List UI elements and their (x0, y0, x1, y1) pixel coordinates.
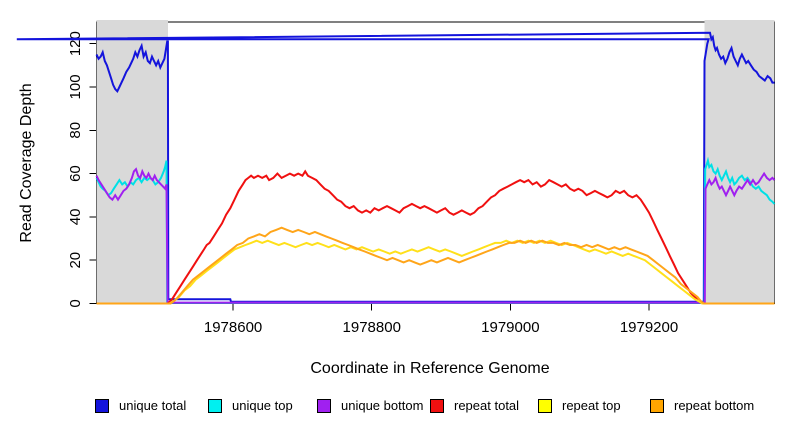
legend-label: repeat bottom (674, 398, 755, 413)
legend-item-unique-top: unique top (208, 399, 293, 413)
x-tick-label: 1979000 (481, 319, 539, 336)
y-tick-label: 20 (67, 252, 84, 269)
legend-label: unique top (232, 398, 293, 413)
legend-label: unique bottom (341, 398, 424, 413)
y-tick-label: 80 (67, 122, 84, 139)
series-line-repeat-total (96, 169, 775, 305)
legend-item-repeat-total: repeat total (430, 399, 519, 413)
series-line-repeat-top (96, 239, 775, 305)
x-tick-label: 1978800 (343, 319, 401, 336)
legend-item-unique-total: unique total (95, 399, 186, 413)
shaded-flank-region (704, 20, 775, 304)
legend-swatch-unique-bottom (317, 399, 331, 413)
legend-label: unique total (119, 398, 187, 413)
legend-label: repeat top (562, 398, 621, 413)
legend-swatch-repeat-top (538, 399, 552, 413)
y-tick-label: 100 (67, 74, 84, 99)
x-axis-title: Coordinate in Reference Genome (310, 360, 550, 377)
y-tick-label: 40 (67, 209, 84, 226)
y-axis-title: Read Coverage Depth (18, 83, 35, 243)
y-tick-label: 0 (67, 299, 84, 307)
legend-swatch-unique-top (208, 399, 222, 413)
y-tick-label: 60 (67, 165, 84, 182)
series-line-unique-total (16, 31, 775, 303)
x-tick-label: 1978600 (204, 319, 262, 336)
x-tick-label: 1979200 (620, 319, 678, 336)
legend-swatch-unique-total (95, 399, 109, 413)
legend-item-repeat-bottom: repeat bottom (650, 399, 754, 413)
legend-item-repeat-top: repeat top (538, 399, 621, 413)
legend-swatch-repeat-bottom (650, 399, 664, 413)
legend-label: repeat total (454, 398, 520, 413)
series-line-unique-top (95, 156, 776, 304)
series-line-repeat-bottom (96, 226, 775, 305)
legend-swatch-repeat-total (430, 399, 444, 413)
legend-item-unique-bottom: unique bottom (317, 399, 423, 413)
y-tick-label: 120 (67, 31, 84, 56)
